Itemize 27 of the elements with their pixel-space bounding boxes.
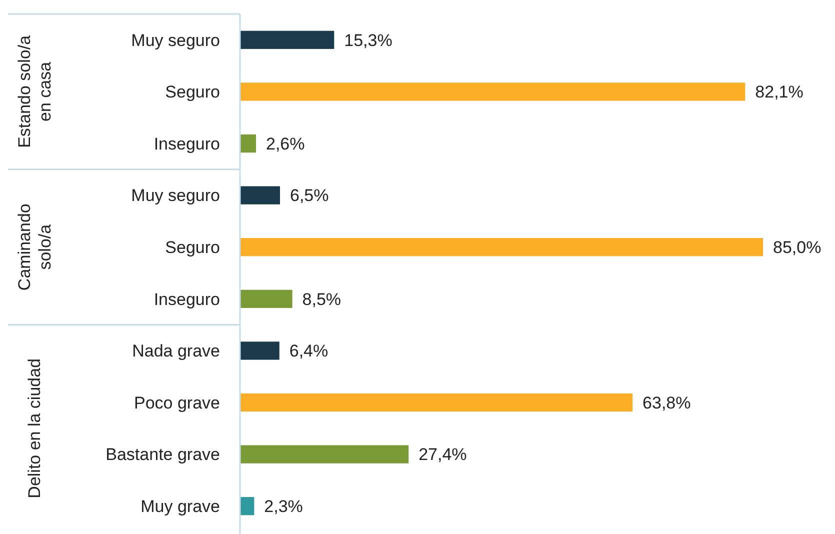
y-tick-label: Muy seguro xyxy=(131,186,220,206)
data-label: 6,5% xyxy=(290,186,329,206)
y-tick-label: Seguro xyxy=(165,238,220,258)
bar xyxy=(240,393,633,412)
y-tick-label: Muy seguro xyxy=(131,30,220,50)
data-label: 8,5% xyxy=(302,290,342,309)
y-tick-label: Seguro xyxy=(165,82,220,102)
y-tick-label: Nada grave xyxy=(132,342,220,361)
data-label: 2,3% xyxy=(264,497,303,516)
data-label: 6,4% xyxy=(289,342,328,361)
y-axis-title: Estando solo/a en casa xyxy=(14,34,54,148)
data-label: 85,0% xyxy=(773,238,822,258)
y-tick-label: Poco grave xyxy=(134,393,220,412)
y-tick-label: Muy grave xyxy=(140,497,220,516)
y-tick-label: Bastante grave xyxy=(106,445,220,464)
data-label: 2,6% xyxy=(266,134,305,154)
y-axis-title: Delito en la ciudad xyxy=(24,358,44,498)
bar xyxy=(240,497,254,516)
data-label: 82,1% xyxy=(755,82,804,102)
y-tick-label: Inseguro xyxy=(154,134,220,154)
data-label: 63,8% xyxy=(642,393,691,412)
y-axis-title: Caminando solo/a xyxy=(14,204,54,291)
bar xyxy=(240,342,280,360)
data-label: 15,3% xyxy=(344,30,392,50)
bar xyxy=(240,445,409,464)
data-label: 27,4% xyxy=(418,445,467,464)
y-tick-label: Inseguro xyxy=(154,290,220,309)
